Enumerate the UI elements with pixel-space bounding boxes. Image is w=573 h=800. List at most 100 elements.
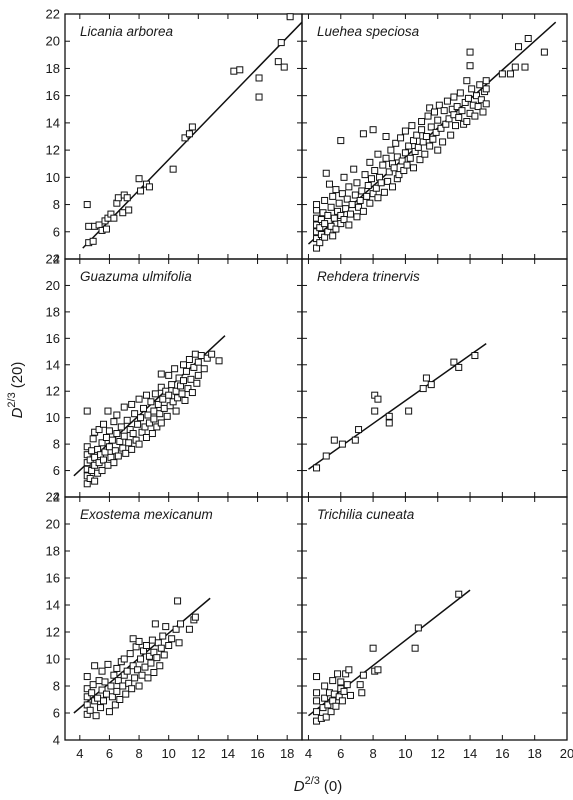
x-tick-label: 16 xyxy=(250,746,264,761)
y-tick-label: 12 xyxy=(46,625,60,640)
data-point xyxy=(390,164,398,172)
data-point xyxy=(340,173,348,181)
data-point xyxy=(165,642,173,649)
y-tick-label: 8 xyxy=(53,437,60,452)
data-point xyxy=(350,165,358,173)
data-point xyxy=(156,410,164,418)
data-point xyxy=(464,94,472,102)
y-tick-label: 12 xyxy=(46,143,60,158)
data-point xyxy=(274,58,282,66)
data-point xyxy=(160,651,168,659)
data-point xyxy=(153,423,161,431)
data-point xyxy=(140,404,148,412)
data-point xyxy=(135,440,143,448)
data-point xyxy=(374,395,382,403)
data-point xyxy=(401,127,409,135)
data-point xyxy=(324,211,332,219)
y-tick-label: 20 xyxy=(46,278,60,293)
fit-line xyxy=(308,343,487,470)
data-point xyxy=(418,118,426,126)
y-tick-label: 18 xyxy=(46,304,60,319)
data-point xyxy=(356,196,364,204)
data-point xyxy=(418,126,426,134)
data-point xyxy=(277,39,285,47)
data-point xyxy=(119,682,127,690)
data-point xyxy=(463,77,471,85)
data-point xyxy=(114,677,122,685)
data-point xyxy=(120,655,128,663)
data-point xyxy=(122,690,130,698)
data-point xyxy=(426,104,434,112)
data-point xyxy=(131,674,139,682)
data-point xyxy=(102,434,110,441)
data-point xyxy=(157,419,165,427)
data-point xyxy=(385,419,393,427)
data-point xyxy=(382,154,390,162)
x-tick-label: 14 xyxy=(463,746,477,761)
data-point xyxy=(474,103,482,111)
data-point xyxy=(471,352,479,360)
data-point xyxy=(524,35,532,42)
data-point xyxy=(150,407,158,415)
x-tick-label: 20 xyxy=(560,746,573,761)
data-point xyxy=(100,697,108,705)
data-point xyxy=(427,381,435,389)
y-axis-label: D2/3 (20) xyxy=(6,362,26,419)
data-point xyxy=(163,412,171,420)
data-point xyxy=(200,365,208,373)
y-tick-label: 10 xyxy=(46,170,60,185)
data-point xyxy=(515,43,523,51)
data-point xyxy=(104,660,112,668)
data-point xyxy=(324,701,332,709)
data-point xyxy=(345,221,353,229)
data-point xyxy=(356,681,364,689)
data-point xyxy=(190,363,198,371)
data-point xyxy=(125,206,133,214)
data-point xyxy=(134,420,142,428)
data-point xyxy=(104,407,112,415)
data-point xyxy=(366,158,374,166)
data-point xyxy=(100,456,108,464)
data-point xyxy=(325,180,333,188)
data-point xyxy=(408,122,416,130)
data-point xyxy=(188,389,196,397)
data-point xyxy=(137,187,145,195)
data-point xyxy=(98,686,106,694)
data-point xyxy=(137,655,145,663)
data-point xyxy=(450,93,458,101)
data-point xyxy=(351,436,359,444)
data-point xyxy=(197,352,205,360)
data-point xyxy=(177,620,185,628)
data-point xyxy=(134,666,142,674)
data-point xyxy=(95,677,103,685)
data-point xyxy=(313,689,321,697)
data-point xyxy=(419,385,427,393)
data-point xyxy=(316,224,324,232)
data-point xyxy=(174,394,182,402)
data-point xyxy=(477,96,485,104)
data-point xyxy=(411,644,419,652)
data-point xyxy=(426,142,434,150)
data-point xyxy=(157,370,165,378)
data-point xyxy=(361,171,369,179)
data-point xyxy=(332,186,340,194)
data-point xyxy=(313,708,321,716)
x-tick-label: 18 xyxy=(280,746,294,761)
data-point xyxy=(171,365,179,373)
data-point xyxy=(83,685,91,693)
data-point xyxy=(89,681,97,689)
data-point xyxy=(338,190,346,198)
data-point xyxy=(346,691,354,699)
x-tick-label: 8 xyxy=(369,746,376,761)
data-point xyxy=(236,66,244,74)
data-point xyxy=(151,620,159,628)
data-point xyxy=(434,116,442,124)
data-point xyxy=(338,697,346,705)
data-point xyxy=(482,100,490,108)
data-point xyxy=(180,377,187,385)
data-point xyxy=(98,439,106,447)
data-point xyxy=(405,142,413,150)
data-point xyxy=(181,134,189,142)
data-point xyxy=(455,113,463,121)
data-point xyxy=(445,115,453,123)
